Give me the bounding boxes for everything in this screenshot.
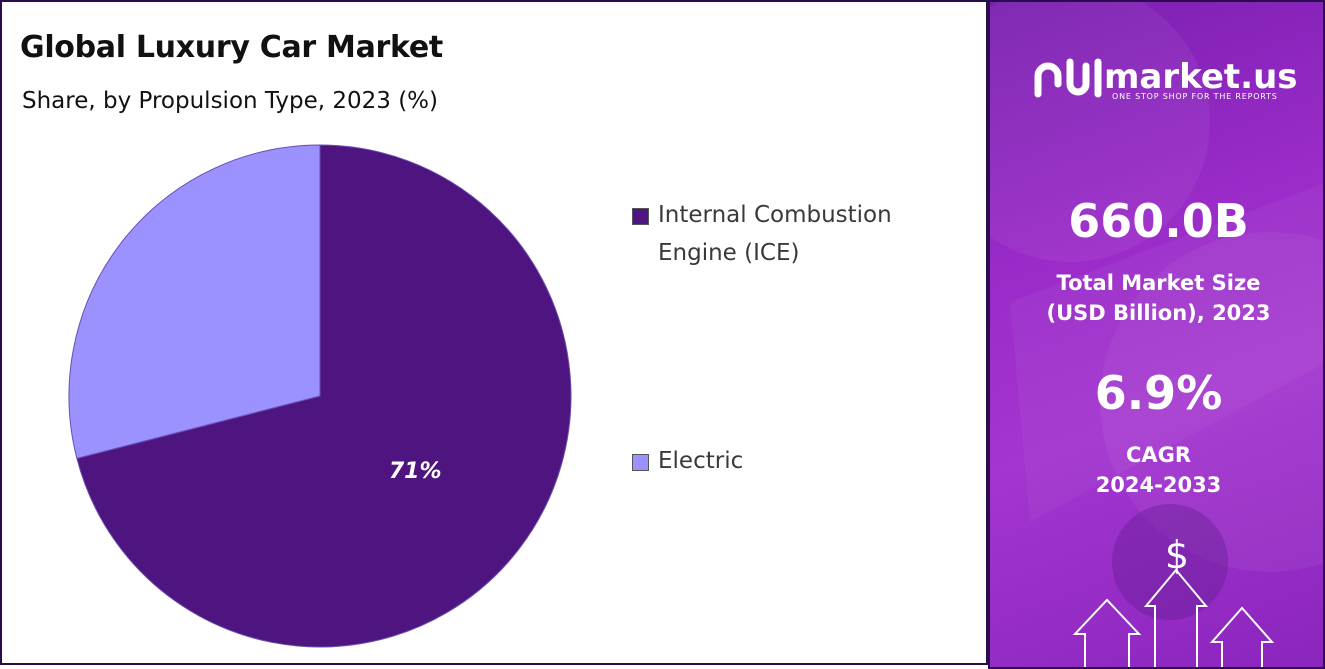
summary-panel: $ market.us ONE STOP SHOP FOR THE REPORT… (988, 0, 1325, 669)
cagr-value: 6.9% (1094, 366, 1223, 420)
pie-chart: 71% (68, 144, 572, 648)
up-arrow-icon (1072, 568, 1275, 667)
chart-title: Global Luxury Car Market (20, 30, 443, 65)
market-size-label: Total Market Size (USD Billion), 2023 (990, 268, 1323, 328)
legend-label-electric: Electric (658, 448, 744, 474)
market-us-logo-icon (1034, 58, 1102, 98)
legend-swatch-electric (632, 454, 649, 471)
chart-panel: Global Luxury Car Market Share, by Propu… (0, 0, 988, 665)
market-size-value: 660.0B (1068, 194, 1249, 248)
legend-item-ice: Internal Combustion Engine (ICE) (632, 202, 938, 272)
brand-name: market.us (1104, 57, 1298, 97)
legend-swatch-ice (632, 208, 649, 225)
market-size-label-line2: (USD Billion), 2023 (1046, 301, 1271, 325)
brand-tagline: ONE STOP SHOP FOR THE REPORTS (1112, 92, 1278, 101)
cagr-label: CAGR 2024-2033 (990, 440, 1323, 500)
pie-slice-ice (76, 144, 572, 648)
cagr-label-line1: CAGR (1125, 443, 1192, 467)
cagr-label-line2: 2024-2033 (1095, 473, 1222, 497)
decorative-background: $ (990, 2, 1323, 667)
legend-label-ice: Internal Combustion Engine (ICE) (658, 202, 892, 266)
market-size-label-line1: Total Market Size (1056, 271, 1261, 295)
pie-label-ice: 71% (389, 459, 442, 484)
brand-logo: market.us ONE STOP SHOP FOR THE REPORTS (1032, 54, 1298, 101)
chart-subtitle: Share, by Propulsion Type, 2023 (%) (22, 88, 438, 114)
legend-item-electric: Electric (632, 448, 938, 480)
pie-slice-electric (68, 144, 321, 460)
